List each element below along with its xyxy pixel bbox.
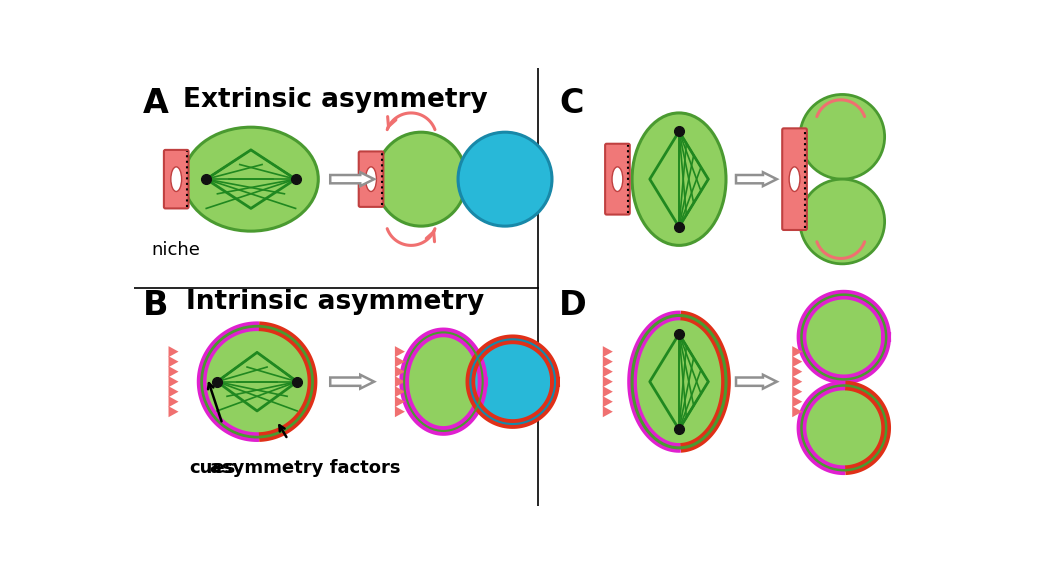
Polygon shape (168, 376, 178, 387)
Ellipse shape (612, 167, 623, 192)
Text: A: A (143, 86, 169, 119)
Circle shape (470, 339, 555, 424)
Polygon shape (168, 366, 178, 377)
Polygon shape (395, 386, 405, 397)
Text: Extrinsic asymmetry: Extrinsic asymmetry (184, 86, 488, 113)
Polygon shape (395, 366, 405, 377)
Text: B: B (143, 289, 169, 322)
Polygon shape (736, 172, 777, 186)
Polygon shape (792, 366, 802, 377)
Ellipse shape (184, 127, 318, 231)
Ellipse shape (202, 326, 313, 437)
FancyBboxPatch shape (605, 144, 630, 215)
Polygon shape (395, 396, 405, 407)
Polygon shape (168, 386, 178, 397)
Text: D: D (559, 289, 587, 322)
Text: Intrinsic asymmetry: Intrinsic asymmetry (187, 289, 485, 315)
Text: niche: niche (152, 241, 201, 259)
Polygon shape (395, 346, 405, 357)
Text: C: C (559, 86, 584, 119)
Circle shape (801, 386, 886, 470)
Polygon shape (603, 356, 613, 367)
Ellipse shape (458, 132, 552, 226)
FancyBboxPatch shape (782, 129, 806, 230)
Ellipse shape (790, 167, 800, 192)
Ellipse shape (404, 332, 483, 431)
Polygon shape (168, 346, 178, 357)
Polygon shape (168, 396, 178, 407)
Polygon shape (603, 386, 613, 397)
Polygon shape (792, 406, 802, 417)
Circle shape (801, 295, 886, 380)
Polygon shape (395, 356, 405, 367)
Polygon shape (603, 346, 613, 357)
Polygon shape (603, 376, 613, 387)
Polygon shape (395, 376, 405, 387)
Circle shape (800, 179, 884, 264)
Polygon shape (330, 172, 374, 186)
Ellipse shape (376, 132, 466, 226)
Polygon shape (168, 406, 178, 417)
Circle shape (800, 94, 884, 179)
Ellipse shape (632, 113, 726, 245)
Ellipse shape (365, 167, 376, 192)
Text: asymmetry factors: asymmetry factors (210, 459, 400, 477)
Polygon shape (168, 356, 178, 367)
FancyBboxPatch shape (359, 151, 383, 207)
Polygon shape (330, 375, 374, 389)
Ellipse shape (171, 167, 182, 192)
Polygon shape (792, 376, 802, 387)
FancyBboxPatch shape (164, 150, 189, 208)
Polygon shape (603, 406, 613, 417)
Text: cues: cues (189, 459, 235, 477)
Polygon shape (603, 366, 613, 377)
Polygon shape (792, 396, 802, 407)
Polygon shape (792, 386, 802, 397)
Polygon shape (603, 396, 613, 407)
Polygon shape (792, 346, 802, 357)
Polygon shape (736, 375, 777, 389)
Polygon shape (395, 406, 405, 417)
Ellipse shape (632, 315, 726, 448)
Polygon shape (792, 356, 802, 367)
